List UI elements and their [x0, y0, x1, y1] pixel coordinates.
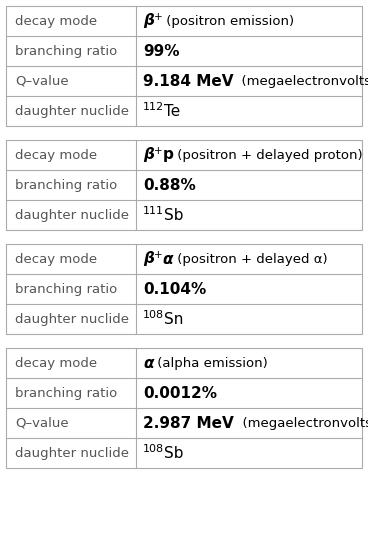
Text: 99%: 99%	[143, 43, 180, 59]
Text: 2.987 MeV: 2.987 MeV	[143, 416, 234, 431]
Text: Q–value: Q–value	[15, 75, 68, 88]
Text: branching ratio: branching ratio	[15, 178, 117, 192]
Text: p: p	[162, 148, 173, 163]
Text: 111: 111	[143, 206, 164, 216]
Bar	[6, 348, 362, 468]
Text: 108: 108	[143, 310, 164, 320]
Text: Q–value: Q–value	[15, 417, 68, 430]
Text: branching ratio: branching ratio	[15, 45, 117, 57]
Bar	[6, 348, 362, 468]
Text: decay mode: decay mode	[15, 252, 97, 265]
Text: decay mode: decay mode	[15, 357, 97, 369]
Text: daughter nuclide: daughter nuclide	[15, 208, 129, 221]
Text: 0.0012%: 0.0012%	[143, 386, 217, 401]
Text: α: α	[162, 251, 173, 266]
Text: +: +	[154, 146, 162, 156]
Text: 0.88%: 0.88%	[143, 178, 196, 192]
Text: 0.104%: 0.104%	[143, 281, 206, 296]
Text: 112: 112	[143, 102, 164, 112]
Text: branching ratio: branching ratio	[15, 282, 117, 295]
Text: (positron + delayed proton): (positron + delayed proton)	[173, 149, 363, 162]
Bar	[6, 140, 362, 230]
Text: Sn: Sn	[164, 311, 183, 326]
Text: α: α	[143, 355, 153, 371]
Text: daughter nuclide: daughter nuclide	[15, 105, 129, 118]
Text: branching ratio: branching ratio	[15, 387, 117, 400]
Text: β: β	[143, 148, 154, 163]
Text: β: β	[143, 13, 154, 28]
Text: 108: 108	[143, 444, 164, 454]
Text: (alpha emission): (alpha emission)	[153, 357, 268, 369]
Text: Te: Te	[164, 104, 180, 119]
Bar	[6, 6, 362, 126]
Text: (positron emission): (positron emission)	[162, 14, 294, 27]
Text: decay mode: decay mode	[15, 149, 97, 162]
Text: +: +	[154, 12, 162, 22]
Text: β: β	[143, 251, 154, 266]
Text: (megaelectronvolts): (megaelectronvolts)	[233, 75, 368, 88]
Bar	[6, 244, 362, 334]
Bar	[6, 140, 362, 230]
Text: daughter nuclide: daughter nuclide	[15, 313, 129, 325]
Text: +: +	[154, 250, 162, 260]
Text: (positron + delayed α): (positron + delayed α)	[173, 252, 328, 265]
Text: Sb: Sb	[164, 207, 183, 222]
Text: (megaelectronvolts): (megaelectronvolts)	[234, 417, 368, 430]
Text: daughter nuclide: daughter nuclide	[15, 446, 129, 460]
Bar	[6, 244, 362, 334]
Text: decay mode: decay mode	[15, 14, 97, 27]
Text: 9.184 MeV: 9.184 MeV	[143, 74, 233, 89]
Text: Sb: Sb	[164, 446, 184, 461]
Bar	[6, 6, 362, 126]
